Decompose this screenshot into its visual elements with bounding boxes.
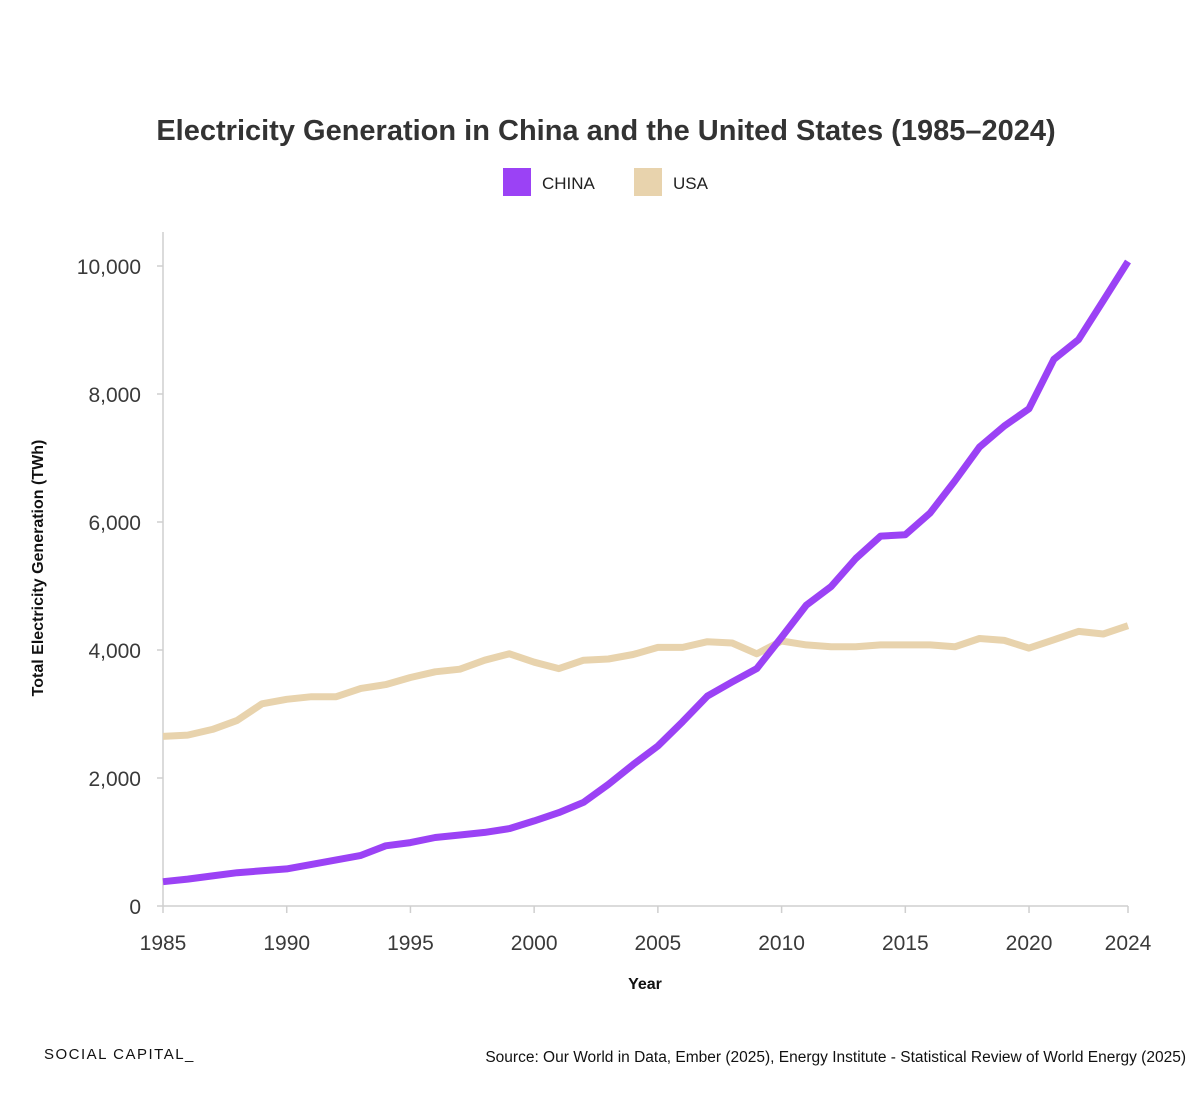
series-lines: [162, 259, 1131, 886]
x-tick-label: 1985: [140, 932, 187, 955]
axes: [162, 232, 1128, 907]
y-tick-label: 8,000: [88, 384, 141, 407]
y-axis-title: Total Electricity Generation (TWh): [30, 440, 47, 697]
x-tick-label: 2005: [635, 932, 682, 955]
x-axis-ticks: 1985 1990 1995 2000 2005 2010 2015 2020 2024: [140, 906, 1152, 955]
chart-title: Electricity Generation in China and the …: [156, 115, 1055, 147]
legend-label-china: CHINA: [542, 174, 596, 193]
x-axis-title: Year: [628, 976, 662, 993]
y-tick-label: 4,000: [88, 640, 141, 663]
legend-swatch-china: [503, 168, 531, 196]
legend-label-usa: USA: [673, 174, 709, 193]
x-tick-label: 2020: [1006, 932, 1053, 955]
series-line-usa: [162, 622, 1130, 740]
brand-logo-text: SOCIAL CAPITAL_: [44, 1046, 195, 1063]
x-tick-label: 2015: [882, 932, 929, 955]
legend-swatch-usa: [634, 168, 662, 196]
legend: CHINA USA: [503, 168, 709, 196]
line-chart: Electricity Generation in China and the …: [30, 115, 1152, 993]
x-tick-label: 1990: [263, 932, 310, 955]
x-tick-label: 2000: [511, 932, 558, 955]
source-note: Source: Our World in Data, Ember (2025),…: [485, 1049, 1186, 1066]
x-tick-label: 1995: [387, 932, 434, 955]
x-tick-label: 2024: [1105, 932, 1152, 955]
y-axis-ticks: 0 2,000 4,000 6,000 8,000 10,000: [77, 256, 163, 919]
y-tick-label: 0: [129, 896, 141, 919]
y-tick-label: 6,000: [88, 512, 141, 535]
series-line-china: [162, 259, 1131, 886]
y-tick-label: 2,000: [88, 768, 141, 791]
y-tick-label: 10,000: [77, 256, 141, 279]
x-tick-label: 2010: [758, 932, 805, 955]
